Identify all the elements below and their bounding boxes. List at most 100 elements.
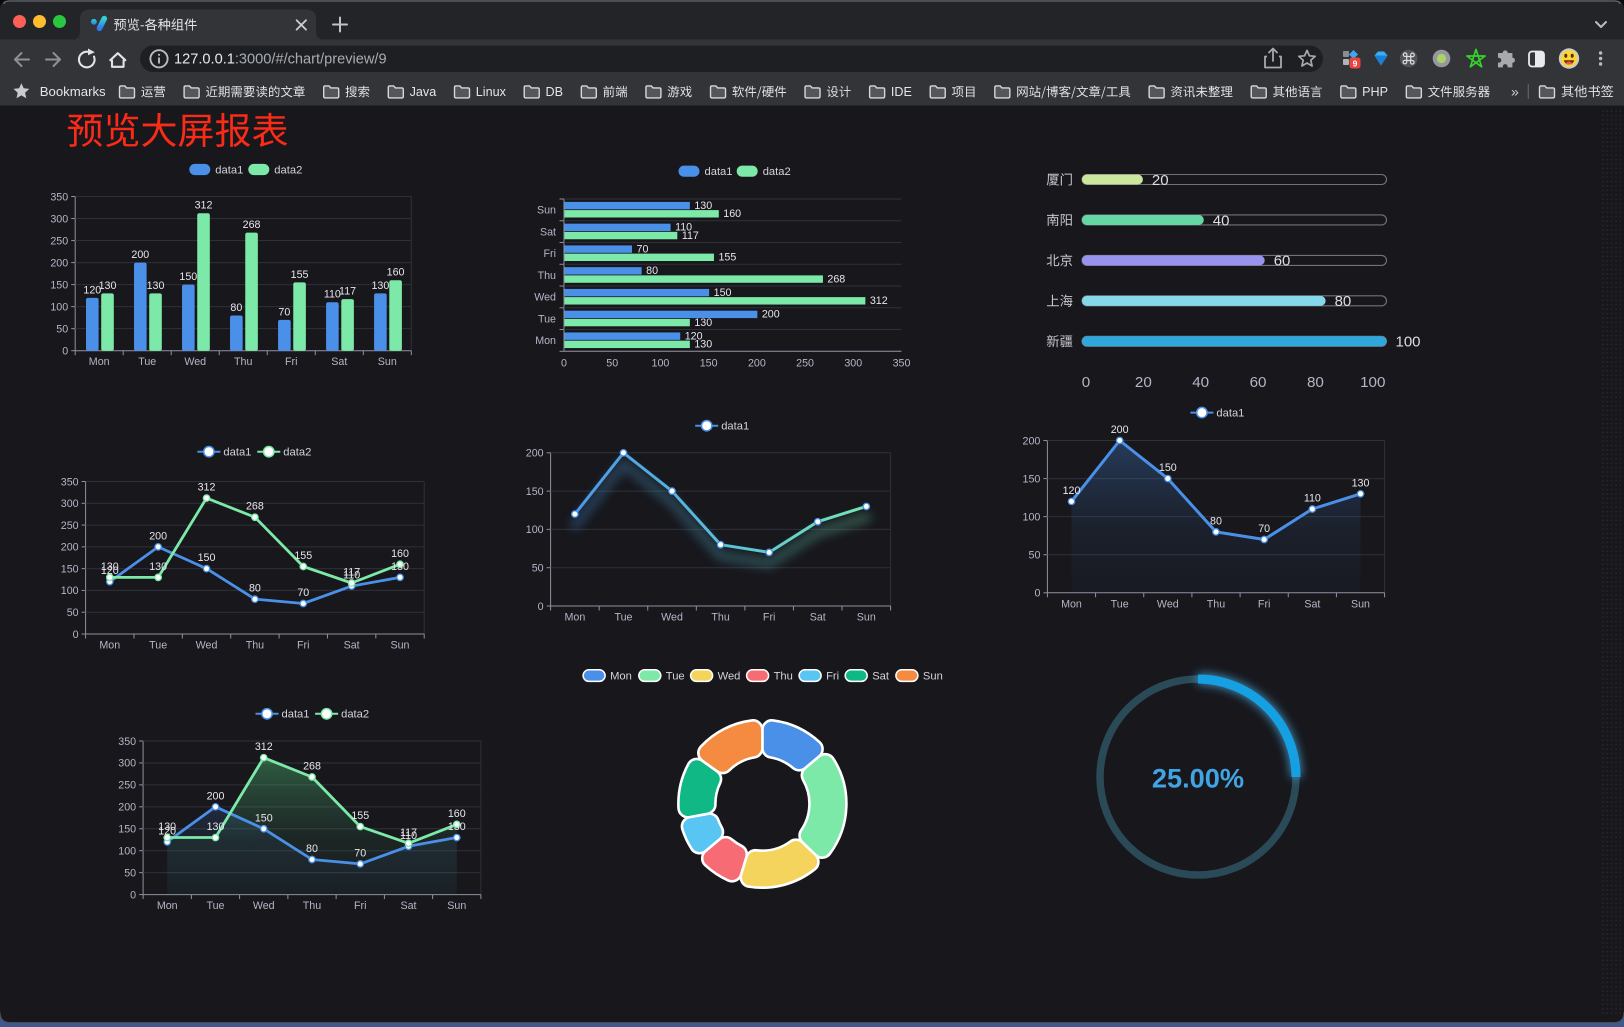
svg-text:60: 60 (1274, 253, 1291, 270)
svg-text:130: 130 (694, 200, 712, 212)
svg-text:0: 0 (1034, 588, 1040, 600)
svg-text:160: 160 (723, 208, 741, 220)
svg-text:268: 268 (827, 273, 845, 285)
svg-text:Wed: Wed (661, 612, 683, 624)
svg-text:130: 130 (99, 280, 117, 292)
svg-text:Wed: Wed (534, 292, 556, 304)
svg-text:Wed: Wed (253, 900, 275, 912)
svg-text:data2: data2 (283, 447, 311, 459)
svg-text:Thu: Thu (711, 612, 729, 624)
svg-text:data1: data1 (721, 421, 749, 433)
svg-text:100: 100 (526, 524, 544, 536)
svg-text:0: 0 (62, 346, 68, 358)
svg-text:120: 120 (158, 825, 176, 837)
svg-text:200: 200 (50, 257, 68, 269)
svg-text:Tue: Tue (206, 900, 224, 912)
svg-text:Sun: Sun (537, 205, 556, 217)
svg-text:150: 150 (714, 287, 732, 299)
svg-text:110: 110 (400, 830, 417, 842)
svg-text:150: 150 (255, 812, 273, 824)
svg-text:100: 100 (61, 585, 79, 597)
svg-text:Tue: Tue (138, 356, 156, 368)
svg-text:80: 80 (306, 843, 318, 855)
svg-text:80: 80 (249, 583, 261, 595)
svg-text:Sun: Sun (1351, 598, 1370, 610)
svg-text:Fri: Fri (763, 612, 775, 624)
svg-text:Wed: Wed (718, 671, 741, 683)
svg-text:130: 130 (158, 821, 176, 833)
svg-text:200: 200 (748, 358, 766, 370)
svg-text:150: 150 (198, 552, 216, 564)
svg-text:350: 350 (118, 736, 136, 748)
svg-text:120: 120 (1063, 485, 1081, 497)
svg-text:120: 120 (101, 565, 119, 577)
svg-text:150: 150 (700, 358, 718, 370)
svg-text:Thu: Thu (234, 356, 252, 368)
svg-text:50: 50 (606, 358, 618, 370)
svg-text:50: 50 (56, 323, 68, 335)
svg-text:150: 150 (1159, 462, 1177, 474)
svg-text:Thu: Thu (246, 640, 264, 652)
svg-text:80: 80 (646, 265, 658, 277)
svg-text:200: 200 (149, 530, 167, 542)
svg-text:200: 200 (131, 249, 149, 261)
svg-text:50: 50 (1029, 550, 1041, 562)
svg-text:100: 100 (50, 301, 68, 313)
svg-text:200: 200 (762, 309, 780, 321)
svg-text:Tue: Tue (1111, 598, 1129, 610)
svg-text:Mon: Mon (99, 640, 120, 652)
svg-text:130: 130 (207, 821, 225, 833)
svg-text:data1: data1 (1216, 408, 1244, 420)
svg-text:Tue: Tue (614, 612, 632, 624)
svg-text:Tue: Tue (666, 671, 685, 683)
svg-text:110: 110 (343, 570, 360, 582)
svg-text:300: 300 (118, 758, 136, 770)
svg-text:350: 350 (61, 476, 79, 488)
svg-text:312: 312 (870, 295, 888, 307)
svg-text:268: 268 (246, 501, 264, 513)
svg-text:Mon: Mon (535, 335, 556, 347)
svg-text:110: 110 (675, 222, 692, 234)
svg-text:70: 70 (637, 243, 649, 255)
svg-text:250: 250 (796, 358, 814, 370)
svg-text:300: 300 (844, 358, 862, 370)
svg-text:0: 0 (538, 601, 544, 613)
svg-text:Wed: Wed (184, 356, 206, 368)
svg-text:117: 117 (682, 230, 699, 242)
svg-text:117: 117 (339, 286, 356, 298)
svg-text:130: 130 (371, 280, 389, 292)
svg-text:Wed: Wed (196, 640, 218, 652)
svg-text:Tue: Tue (538, 313, 556, 325)
svg-text:250: 250 (118, 780, 136, 792)
svg-text:120: 120 (83, 284, 101, 296)
svg-text:data2: data2 (274, 164, 302, 176)
svg-text:Thu: Thu (1207, 598, 1225, 610)
svg-text:150: 150 (61, 563, 79, 575)
svg-text:Fri: Fri (285, 356, 297, 368)
svg-text:155: 155 (718, 252, 736, 264)
svg-text:Tue: Tue (149, 640, 167, 652)
svg-text:Mon: Mon (1061, 598, 1082, 610)
svg-text:300: 300 (50, 213, 68, 225)
svg-text:Sat: Sat (400, 900, 416, 912)
svg-text:40: 40 (1213, 212, 1230, 229)
svg-text:100: 100 (118, 846, 136, 858)
svg-text:Fri: Fri (1258, 598, 1270, 610)
svg-text::3000/#/chart/preview/9: :3000/#/chart/preview/9 (235, 52, 387, 68)
svg-text:300: 300 (61, 498, 79, 510)
svg-text:120: 120 (685, 330, 703, 342)
svg-text:data1: data1 (282, 709, 310, 721)
svg-text:60: 60 (1250, 374, 1267, 391)
svg-text:Mon: Mon (157, 900, 178, 912)
svg-text:150: 150 (526, 486, 544, 498)
svg-text:70: 70 (1258, 523, 1270, 535)
svg-text:200: 200 (207, 790, 225, 802)
svg-text:0: 0 (73, 629, 79, 641)
svg-text:data1: data1 (223, 447, 251, 459)
svg-text:0: 0 (561, 358, 567, 370)
svg-text:110: 110 (1304, 493, 1321, 505)
svg-text:data2: data2 (341, 709, 369, 721)
svg-text:Thu: Thu (538, 270, 556, 282)
svg-text:155: 155 (294, 550, 312, 562)
svg-text:70: 70 (297, 587, 309, 599)
